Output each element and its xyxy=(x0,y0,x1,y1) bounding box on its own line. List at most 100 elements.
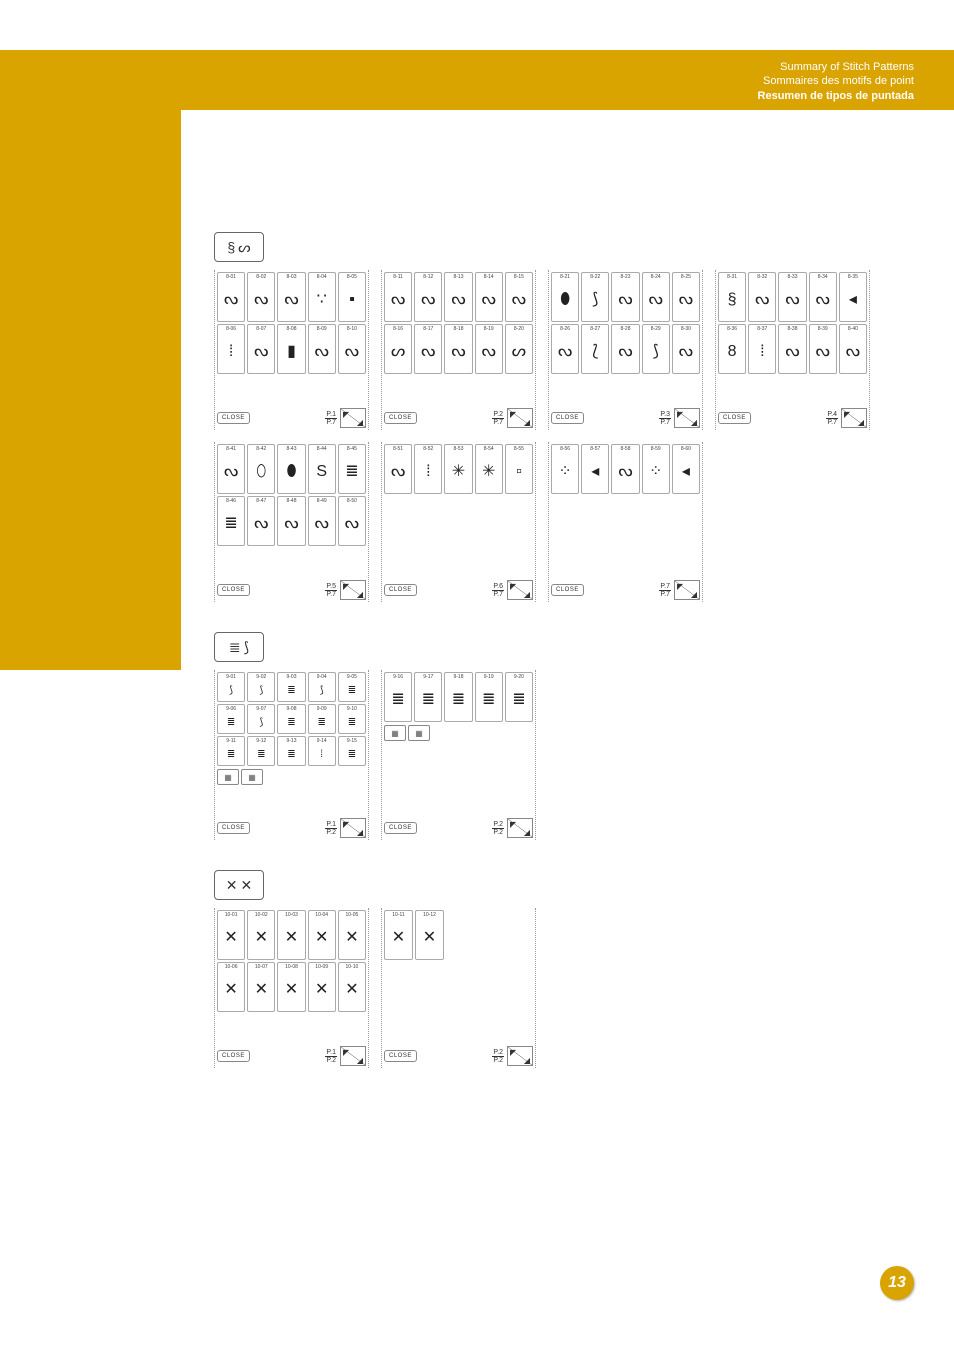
stitch-cell[interactable]: 8-10ᔓ xyxy=(338,324,366,374)
stitch-cell[interactable]: 8-19ᔓ xyxy=(475,324,503,374)
stitch-cell[interactable]: 8-55▫ xyxy=(505,444,533,494)
stitch-cell[interactable]: 8-53✳ xyxy=(444,444,472,494)
stitch-cell[interactable]: 8-27⟅ xyxy=(581,324,609,374)
stitch-cell[interactable]: 8-35◂ xyxy=(839,272,867,322)
nav-arrows[interactable]: ◤◢ xyxy=(674,580,700,600)
stitch-cell[interactable]: 8-47ᔓ xyxy=(247,496,275,546)
stitch-cell[interactable]: 9-07⟆ xyxy=(247,704,275,734)
stitch-cell[interactable]: 8-49ᔓ xyxy=(308,496,336,546)
category-icon[interactable]: §ᔕ xyxy=(214,232,264,262)
nav-arrows[interactable]: ◤◢ xyxy=(507,1046,533,1066)
stitch-cell[interactable]: 8-21⬮ xyxy=(551,272,579,322)
stitch-cell[interactable]: 9-01⟆ xyxy=(217,672,245,702)
stitch-cell[interactable]: 9-15≣ xyxy=(338,736,366,766)
stitch-cell[interactable]: 9-20≣ xyxy=(505,672,533,722)
nav-arrows[interactable]: ◤◢ xyxy=(674,408,700,428)
stitch-cell[interactable]: 8-43⬮ xyxy=(277,444,305,494)
stitch-cell[interactable]: 8-52⁞ xyxy=(414,444,442,494)
close-button[interactable]: CLOSE xyxy=(384,584,417,596)
close-button[interactable]: CLOSE xyxy=(384,412,417,424)
stitch-cell[interactable]: 9-16≣ xyxy=(384,672,412,722)
category-icon[interactable]: ≣⟆ xyxy=(214,632,264,662)
stitch-cell[interactable]: 9-18≣ xyxy=(444,672,472,722)
stitch-cell[interactable]: 8-40ᔓ xyxy=(839,324,867,374)
stitch-cell[interactable]: 8-29⟆ xyxy=(642,324,670,374)
stitch-cell[interactable]: 8-50ᔓ xyxy=(338,496,366,546)
stitch-cell[interactable]: 8-37⁞ xyxy=(748,324,776,374)
stitch-cell[interactable]: 10-03✕ xyxy=(277,910,305,960)
stitch-cell[interactable]: 8-41ᔓ xyxy=(217,444,245,494)
stitch-cell[interactable]: 8-22⟆ xyxy=(581,272,609,322)
stitch-cell[interactable]: 10-06✕ xyxy=(217,962,245,1012)
stitch-cell[interactable]: 10-02✕ xyxy=(247,910,275,960)
close-button[interactable]: CLOSE xyxy=(384,822,417,834)
stitch-cell[interactable]: 8-28ᔓ xyxy=(611,324,639,374)
stitch-cell[interactable]: 8-06⁞ xyxy=(217,324,245,374)
stitch-cell[interactable]: 9-12≣ xyxy=(247,736,275,766)
stitch-cell[interactable]: 9-19≣ xyxy=(475,672,503,722)
stitch-cell[interactable]: 8-08▮ xyxy=(277,324,305,374)
stitch-cell[interactable]: 9-17≣ xyxy=(414,672,442,722)
nav-arrows[interactable]: ◤◢ xyxy=(841,408,867,428)
nav-arrows[interactable]: ◤◢ xyxy=(507,580,533,600)
nav-arrows[interactable]: ◤◢ xyxy=(507,818,533,838)
option-icon[interactable]: ▦ xyxy=(408,725,430,741)
stitch-cell[interactable]: 8-23ᔓ xyxy=(611,272,639,322)
nav-arrows[interactable]: ◤◢ xyxy=(340,580,366,600)
stitch-cell[interactable]: 9-14⁞ xyxy=(308,736,336,766)
stitch-cell[interactable]: 8-24ᔓ xyxy=(642,272,670,322)
stitch-cell[interactable]: 8-368 xyxy=(718,324,746,374)
stitch-cell[interactable]: 8-54✳ xyxy=(475,444,503,494)
stitch-cell[interactable]: 8-34ᔓ xyxy=(809,272,837,322)
nav-arrows[interactable]: ◤◢ xyxy=(507,408,533,428)
stitch-cell[interactable]: 10-10✕ xyxy=(338,962,366,1012)
stitch-cell[interactable]: 9-09≣ xyxy=(308,704,336,734)
stitch-cell[interactable]: 10-07✕ xyxy=(247,962,275,1012)
stitch-cell[interactable]: 8-59⁘ xyxy=(642,444,670,494)
close-button[interactable]: CLOSE xyxy=(217,412,250,424)
stitch-cell[interactable]: 10-08✕ xyxy=(277,962,305,1012)
nav-arrows[interactable]: ◤◢ xyxy=(340,1046,366,1066)
stitch-cell[interactable]: 8-31§ xyxy=(718,272,746,322)
nav-arrows[interactable]: ◤◢ xyxy=(340,408,366,428)
stitch-cell[interactable]: 8-16ᔕ xyxy=(384,324,412,374)
stitch-cell[interactable]: 9-08≣ xyxy=(277,704,305,734)
option-icon[interactable]: ▦ xyxy=(241,769,263,785)
option-icon[interactable]: ▦ xyxy=(384,725,406,741)
stitch-cell[interactable]: 8-09ᔓ xyxy=(308,324,336,374)
stitch-cell[interactable]: 8-25ᔓ xyxy=(672,272,700,322)
stitch-cell[interactable]: 10-12✕ xyxy=(415,910,444,960)
stitch-cell[interactable]: 8-30ᔓ xyxy=(672,324,700,374)
close-button[interactable]: CLOSE xyxy=(551,584,584,596)
stitch-cell[interactable]: 8-33ᔓ xyxy=(778,272,806,322)
stitch-cell[interactable]: 8-45≣ xyxy=(338,444,366,494)
nav-arrows[interactable]: ◤◢ xyxy=(340,818,366,838)
stitch-cell[interactable]: 8-48ᔓ xyxy=(277,496,305,546)
stitch-cell[interactable]: 8-18ᔓ xyxy=(444,324,472,374)
stitch-cell[interactable]: 9-02⟆ xyxy=(247,672,275,702)
stitch-cell[interactable]: 8-07ᔓ xyxy=(247,324,275,374)
stitch-cell[interactable]: 8-01ᔓ xyxy=(217,272,245,322)
stitch-cell[interactable]: 8-39ᔓ xyxy=(809,324,837,374)
stitch-cell[interactable]: 10-01✕ xyxy=(217,910,245,960)
stitch-cell[interactable]: 8-60◂ xyxy=(672,444,700,494)
category-icon[interactable]: ✕✕ xyxy=(214,870,264,900)
stitch-cell[interactable]: 8-03ᔓ xyxy=(277,272,305,322)
stitch-cell[interactable]: 10-11✕ xyxy=(384,910,413,960)
stitch-cell[interactable]: 8-15ᔓ xyxy=(505,272,533,322)
stitch-cell[interactable]: 8-17ᔓ xyxy=(414,324,442,374)
close-button[interactable]: CLOSE xyxy=(217,822,250,834)
stitch-cell[interactable]: 8-51ᔓ xyxy=(384,444,412,494)
stitch-cell[interactable]: 8-13ᔓ xyxy=(444,272,472,322)
stitch-cell[interactable]: 8-11ᔓ xyxy=(384,272,412,322)
stitch-cell[interactable]: 8-58ᔓ xyxy=(611,444,639,494)
close-button[interactable]: CLOSE xyxy=(718,412,751,424)
close-button[interactable]: CLOSE xyxy=(217,584,250,596)
stitch-cell[interactable]: 9-10≣ xyxy=(338,704,366,734)
stitch-cell[interactable]: 8-02ᔓ xyxy=(247,272,275,322)
stitch-cell[interactable]: 8-56⁘ xyxy=(551,444,579,494)
stitch-cell[interactable]: 10-09✕ xyxy=(308,962,336,1012)
stitch-cell[interactable]: 8-42⬯ xyxy=(247,444,275,494)
stitch-cell[interactable]: 8-46≣ xyxy=(217,496,245,546)
close-button[interactable]: CLOSE xyxy=(217,1050,250,1062)
